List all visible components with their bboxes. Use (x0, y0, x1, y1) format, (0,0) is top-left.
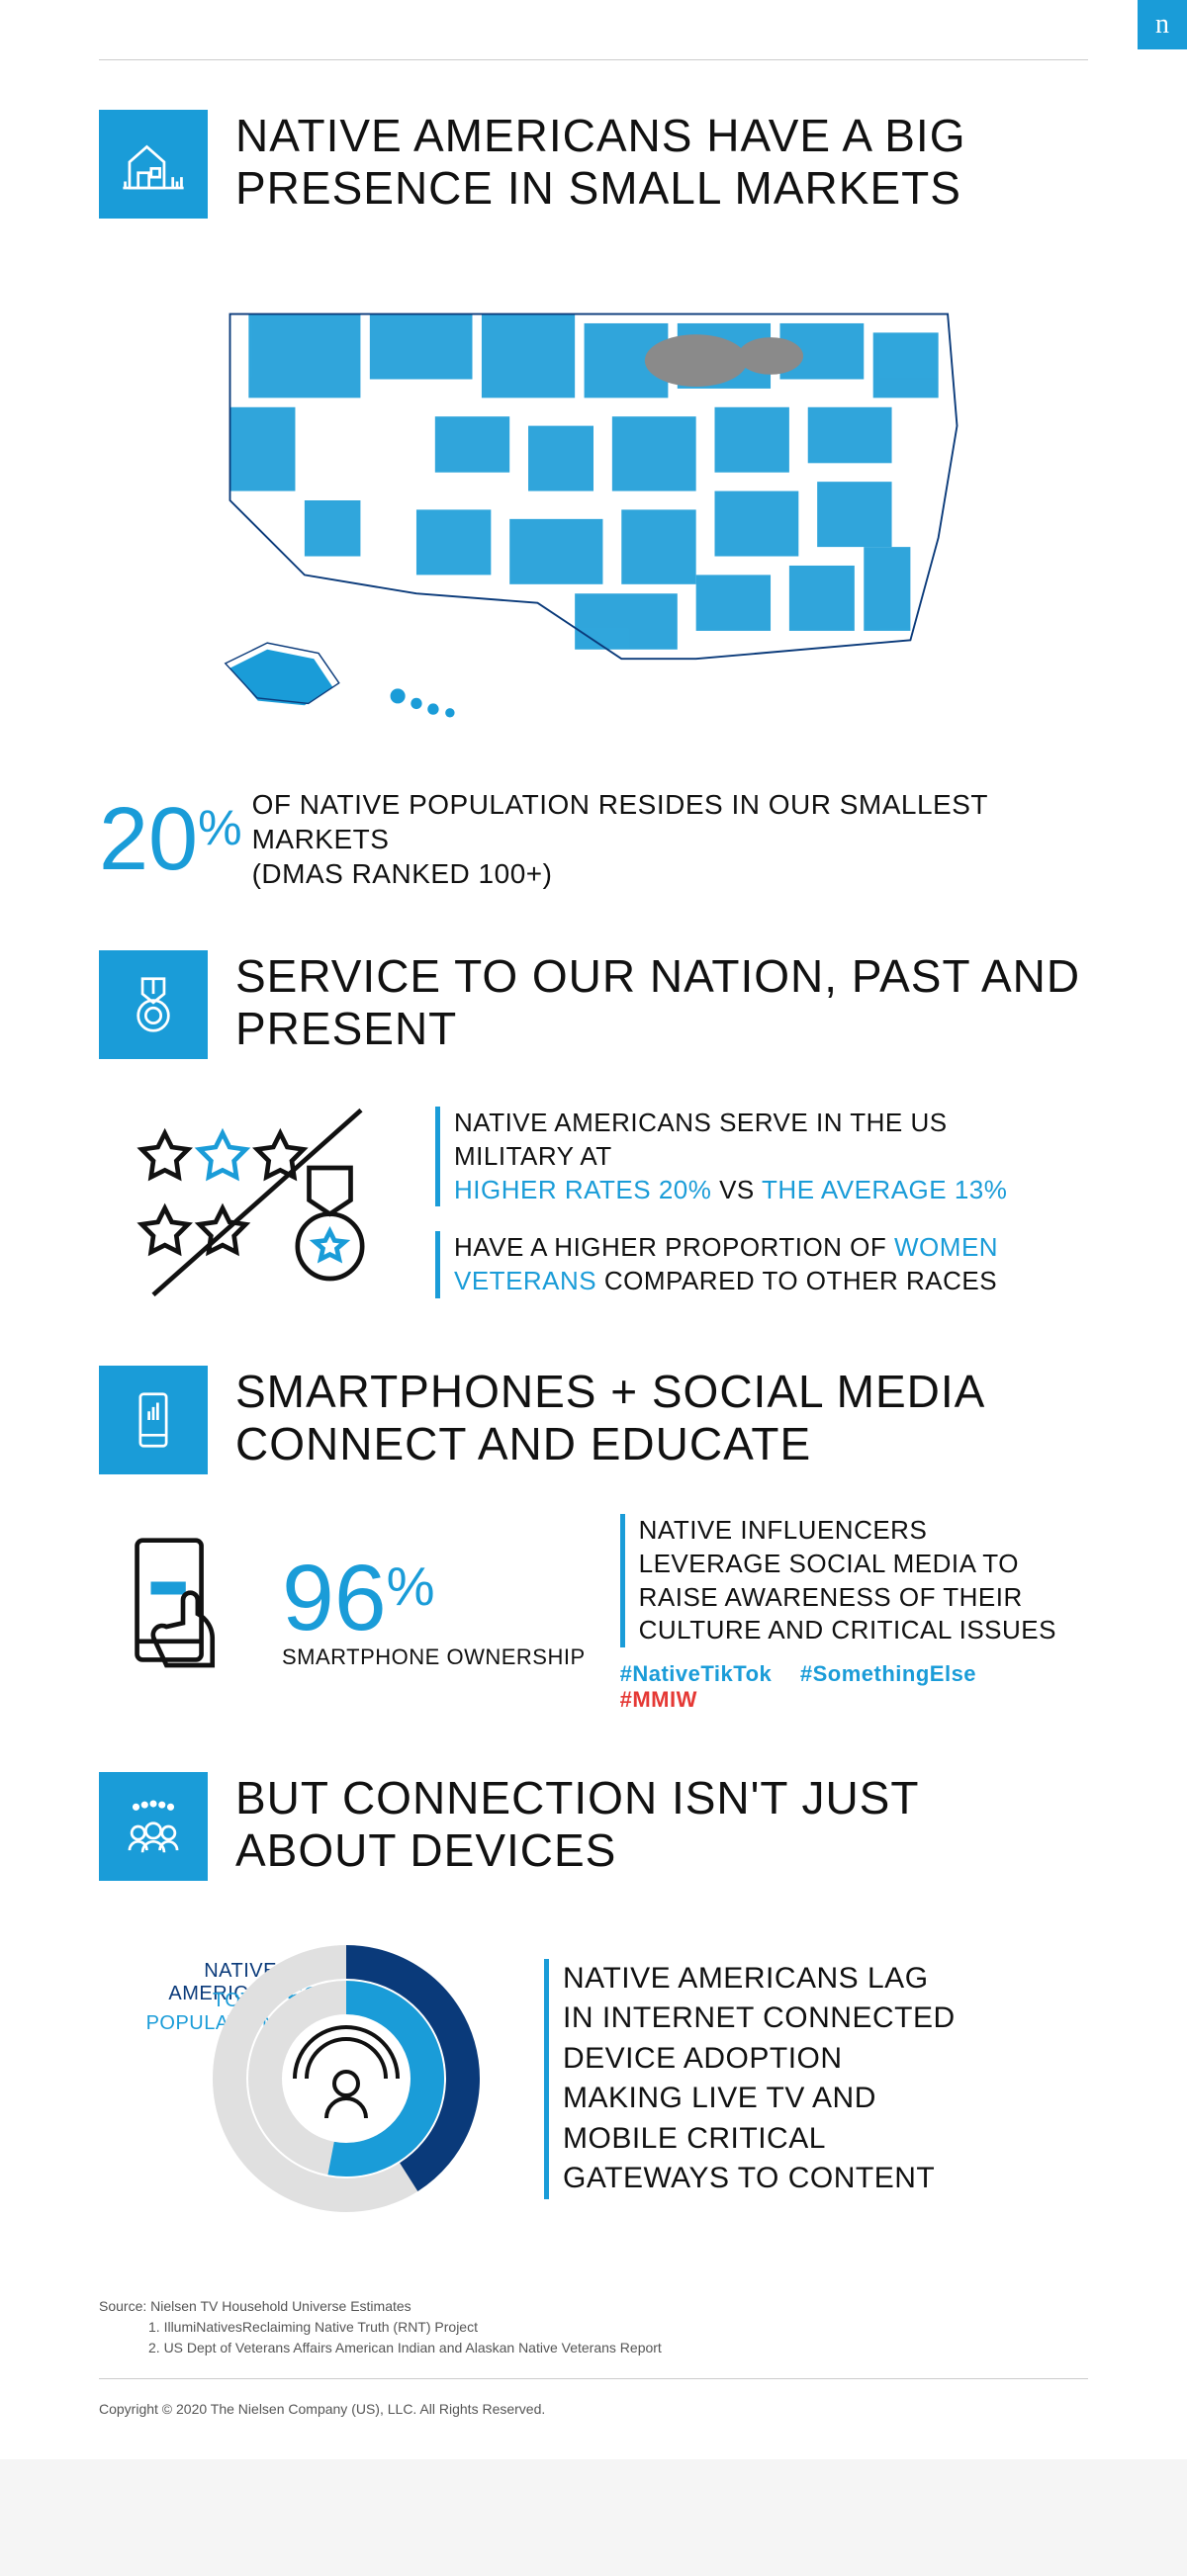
phone-icon (99, 1366, 208, 1474)
stat-label: SMARTPHONE OWNERSHIP (282, 1644, 586, 1670)
hashtag: #NativeTikTok (620, 1661, 773, 1686)
section-header: SMARTPHONES + SOCIAL MEDIA CONNECT AND E… (99, 1366, 1088, 1474)
stat-unit: % (198, 800, 241, 855)
hashtag-row: #NativeTikTok #SomethingElse #MMIW (620, 1661, 1068, 1713)
stars-medal-icon (129, 1099, 386, 1306)
military-content: NATIVE AMERICANS SERVE IN THE US MILITAR… (99, 1099, 1088, 1306)
section-header: NATIVE AMERICANS HAVE A BIG PRESENCE IN … (99, 110, 1088, 219)
section-title: NATIVE AMERICANS HAVE A BIG PRESENCE IN … (235, 110, 1088, 215)
section-smartphones: SMARTPHONES + SOCIAL MEDIA CONNECT AND E… (99, 1366, 1088, 1713)
section-service: SERVICE TO OUR NATION, PAST AND PRESENT (99, 950, 1088, 1306)
hashtag: #MMIW (620, 1687, 697, 1712)
us-map (99, 258, 1088, 748)
section-title: SERVICE TO OUR NATION, PAST AND PRESENT (235, 950, 1088, 1055)
infographic-page: n NATIVE AMERICANS HAVE A BIG PRESENCE I… (0, 0, 1187, 2459)
text-part: HAVE A HIGHER PROPORTION OF (454, 1232, 894, 1262)
copyright: Copyright © 2020 The Nielsen Company (US… (99, 2399, 1088, 2420)
hashtag: #SomethingElse (800, 1661, 976, 1686)
donut-content: NATIVE AMERICAN TOTAL POPULATION 41% 53%… (99, 1920, 1088, 2237)
highlight-1: HIGHER RATES 20% (454, 1175, 711, 1204)
medal-icon (99, 950, 208, 1059)
section-small-markets: NATIVE AMERICANS HAVE A BIG PRESENCE IN … (99, 110, 1088, 891)
stat-line2: (DMAS RANKED 100+) (252, 856, 1088, 891)
highlight-2: THE AVERAGE 13% (762, 1175, 1007, 1204)
text-vs: VS (711, 1175, 762, 1204)
top-divider (99, 59, 1088, 60)
source-label: Source: Nielsen TV Household Universe Es… (99, 2296, 1088, 2317)
text-part: COMPARED TO OTHER RACES (596, 1266, 997, 1295)
house-icon (99, 110, 208, 219)
smartphone-text-block: NATIVE INFLUENCERS LEVERAGE SOCIAL MEDIA… (620, 1514, 1068, 1713)
smartphone-content: 96% SMARTPHONE OWNERSHIP NATIVE INFLUENC… (99, 1514, 1088, 1713)
brand-logo: n (1138, 0, 1187, 49)
military-texts: NATIVE AMERICANS SERVE IN THE US MILITAR… (435, 1107, 1058, 1298)
people-icon (99, 1772, 208, 1881)
stat-description: OF NATIVE POPULATION RESIDES IN OUR SMAL… (252, 787, 1088, 891)
section-connection: BUT CONNECTION ISN'T JUST ABOUT DEVICES … (99, 1772, 1088, 2237)
stat-percentage: 20% (99, 795, 242, 884)
footnote-2: 2. US Dept of Veterans Affairs American … (99, 2338, 1088, 2358)
brand-logo-letter: n (1155, 9, 1169, 41)
section-header: BUT CONNECTION ISN'T JUST ABOUT DEVICES (99, 1772, 1088, 1881)
text-part: NATIVE AMERICANS SERVE IN THE US MILITAR… (454, 1108, 948, 1171)
donut-chart: NATIVE AMERICAN TOTAL POPULATION 41% 53% (119, 1920, 495, 2237)
smartphone-description: NATIVE INFLUENCERS LEVERAGE SOCIAL MEDIA… (620, 1514, 1068, 1647)
military-stat-2: HAVE A HIGHER PROPORTION OF WOMEN VETERA… (435, 1231, 1058, 1298)
stat-value: 96 (282, 1546, 387, 1650)
section-title: BUT CONNECTION ISN'T JUST ABOUT DEVICES (235, 1772, 1088, 1877)
smartphone-stat: 96% SMARTPHONE OWNERSHIP (282, 1556, 586, 1671)
footer-divider (99, 2378, 1088, 2379)
stat-row: 20% OF NATIVE POPULATION RESIDES IN OUR … (99, 787, 1088, 891)
military-stat-1: NATIVE AMERICANS SERVE IN THE US MILITAR… (435, 1107, 1058, 1206)
section-header: SERVICE TO OUR NATION, PAST AND PRESENT (99, 950, 1088, 1059)
stat-percentage: 96% (282, 1556, 586, 1642)
footnote-1: 1. IllumiNativesReclaiming Native Truth … (99, 2317, 1088, 2338)
stat-line1: OF NATIVE POPULATION RESIDES IN OUR SMAL… (252, 787, 1088, 856)
stat-value: 20 (99, 790, 198, 889)
connection-description: NATIVE AMERICANS LAG IN INTERNET CONNECT… (544, 1959, 959, 2199)
footer: Source: Nielsen TV Household Universe Es… (99, 2296, 1088, 2420)
stat-unit: % (387, 1555, 435, 1617)
section-title: SMARTPHONES + SOCIAL MEDIA CONNECT AND E… (235, 1366, 1088, 1470)
phone-touch-icon (119, 1530, 247, 1698)
